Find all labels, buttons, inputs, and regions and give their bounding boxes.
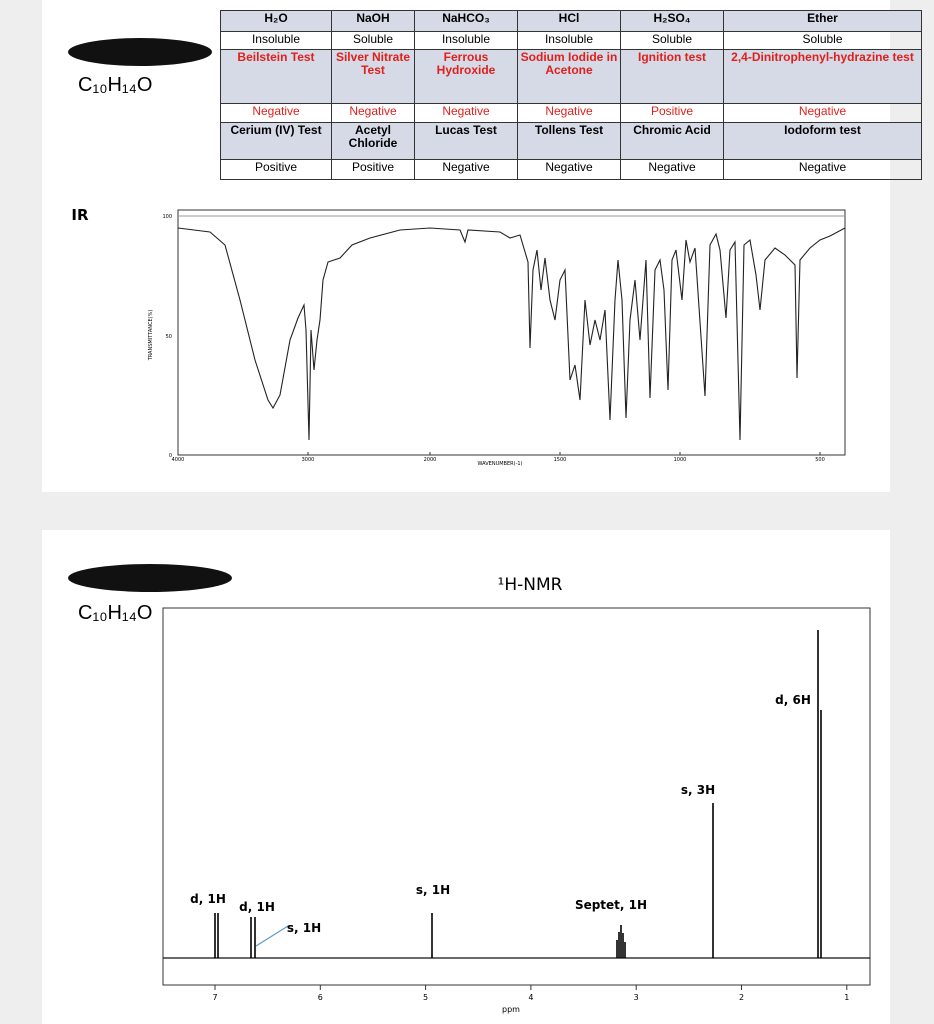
table-cell: Iodoform test bbox=[723, 122, 922, 160]
table-cell: Positive bbox=[220, 159, 332, 180]
formula: C₁₀H₁₄O bbox=[78, 602, 153, 624]
redaction bbox=[68, 564, 232, 592]
table-row: Negative Negative Negative Negative Positive… bbox=[220, 103, 922, 123]
nmr-x-tick-label: 5 bbox=[423, 993, 428, 1002]
redaction bbox=[68, 38, 212, 66]
table-cell: Cerium (IV) Test bbox=[220, 122, 332, 160]
ir-y-axis-label: TRANSMITTANCE(%) bbox=[148, 310, 154, 362]
table-row: H₂O NaOH NaHCO₃ HCl H₂SO₄ Ether bbox=[220, 10, 922, 32]
nmr-peaks bbox=[214, 630, 822, 958]
table-cell: Negative bbox=[414, 103, 518, 123]
table-cell: H₂SO₄ bbox=[620, 10, 724, 32]
ir-frame bbox=[177, 209, 846, 456]
table-cell: Negative bbox=[220, 103, 332, 123]
table-cell: Soluble bbox=[331, 31, 415, 50]
table-cell: Ether bbox=[723, 10, 922, 32]
peak-annotation: d, 6H bbox=[775, 693, 811, 707]
table-cell: Sodium Iodide in Acetone bbox=[517, 49, 621, 104]
peak-annotation: s, 1H bbox=[287, 921, 321, 935]
annotation-arrow bbox=[255, 925, 289, 947]
table-cell: 2,4-Dinitrophenyl-hydrazine test bbox=[723, 49, 922, 104]
ir-x-axis-label: WAVENUMBER(-1) bbox=[477, 461, 522, 467]
ir-x-tick-label: 3000 bbox=[302, 457, 315, 463]
ir-spectrum bbox=[177, 227, 846, 441]
ir-x-tick-label: 2000 bbox=[424, 457, 437, 463]
nmr-x-tick-label: 3 bbox=[634, 993, 639, 1002]
table-cell: Ignition test bbox=[620, 49, 724, 104]
ir-y-tick-label: 0 bbox=[169, 453, 172, 459]
table-row: Insoluble Soluble Insoluble Insoluble Solubl… bbox=[220, 31, 922, 50]
nmr-x-axis-label: ppm bbox=[502, 1005, 520, 1014]
table-cell: Positive bbox=[620, 103, 724, 123]
table-cell: Insoluble bbox=[517, 31, 621, 50]
table-cell: Insoluble bbox=[414, 31, 518, 50]
table-cell: Ferrous Hydroxide bbox=[414, 49, 518, 104]
table-row: Beilstein Test Silver Nitrate Test Ferrous… bbox=[220, 49, 922, 104]
nmr-x-tick-label: 2 bbox=[739, 993, 744, 1002]
ir-x-tick-label: 1500 bbox=[554, 457, 567, 463]
table-cell: Soluble bbox=[620, 31, 724, 50]
table-cell: HCl bbox=[517, 10, 621, 32]
peak-annotation: d, 1H bbox=[239, 900, 275, 914]
table-row: Positive Positive Negative Negative Negative… bbox=[220, 159, 922, 180]
ir-x-tick-label: 4000 bbox=[172, 457, 185, 463]
table-cell: Negative bbox=[331, 103, 415, 123]
nmr-title: ¹H-NMR bbox=[498, 575, 563, 595]
table-cell: Chromic Acid bbox=[620, 122, 724, 160]
nmr-x-tick-label: 4 bbox=[528, 993, 533, 1002]
ir-y-tick-label: 50 bbox=[166, 334, 172, 340]
table-cell: H₂O bbox=[220, 10, 332, 32]
table-cell: NaHCO₃ bbox=[414, 10, 518, 32]
table-cell: Negative bbox=[517, 103, 621, 123]
ir-x-tick-label: 1000 bbox=[674, 457, 687, 463]
table-cell: Negative bbox=[723, 159, 922, 180]
formula: C₁₀H₁₄O bbox=[78, 74, 153, 96]
table-cell: Beilstein Test bbox=[220, 49, 332, 104]
table-cell: Insoluble bbox=[220, 31, 332, 50]
table-cell: Acetyl Chloride bbox=[331, 122, 415, 160]
ir-label: IR bbox=[71, 206, 89, 224]
nmr-x-tick-label: 7 bbox=[212, 993, 217, 1002]
peak-annotation: d, 1H bbox=[190, 892, 226, 906]
nmr-frame bbox=[162, 607, 871, 986]
ir-y-tick-label: 100 bbox=[162, 214, 172, 220]
table-cell: Tollens Test bbox=[517, 122, 621, 160]
table-cell: Negative bbox=[517, 159, 621, 180]
peak-annotation: s, 3H bbox=[681, 783, 715, 797]
table-cell: Positive bbox=[331, 159, 415, 180]
test-table: H₂O NaOH NaHCO₃ HCl H₂SO₄ Ether Insoluble Solub… bbox=[220, 10, 922, 180]
table-cell: Negative bbox=[620, 159, 724, 180]
nmr-x-tick-label: 1 bbox=[844, 993, 849, 1002]
table-cell: Soluble bbox=[723, 31, 922, 50]
table-cell: Lucas Test bbox=[414, 122, 518, 160]
table-cell: Negative bbox=[414, 159, 518, 180]
table-cell: Negative bbox=[723, 103, 922, 123]
table-cell: Silver Nitrate Test bbox=[331, 49, 415, 104]
ir-x-tick-label: 500 bbox=[815, 457, 825, 463]
bottom-panel bbox=[42, 530, 890, 1024]
nmr-x-tick-label: 6 bbox=[318, 993, 323, 1002]
table-row: Cerium (IV) Test Acetyl Chloride Lucas Tes… bbox=[220, 122, 922, 160]
table-cell: NaOH bbox=[331, 10, 415, 32]
peak-annotation: s, 1H bbox=[416, 883, 450, 897]
peak-annotation: Septet, 1H bbox=[575, 898, 647, 912]
